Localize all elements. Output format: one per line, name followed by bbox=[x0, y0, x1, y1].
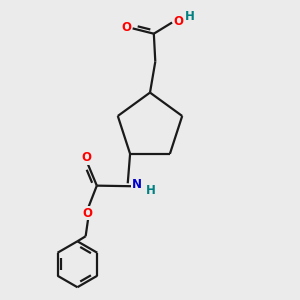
Text: O: O bbox=[121, 21, 131, 34]
Text: O: O bbox=[174, 14, 184, 28]
Text: H: H bbox=[185, 10, 195, 22]
Text: O: O bbox=[82, 152, 92, 164]
Text: H: H bbox=[146, 184, 156, 197]
Text: N: N bbox=[132, 178, 142, 191]
Text: O: O bbox=[82, 207, 92, 220]
